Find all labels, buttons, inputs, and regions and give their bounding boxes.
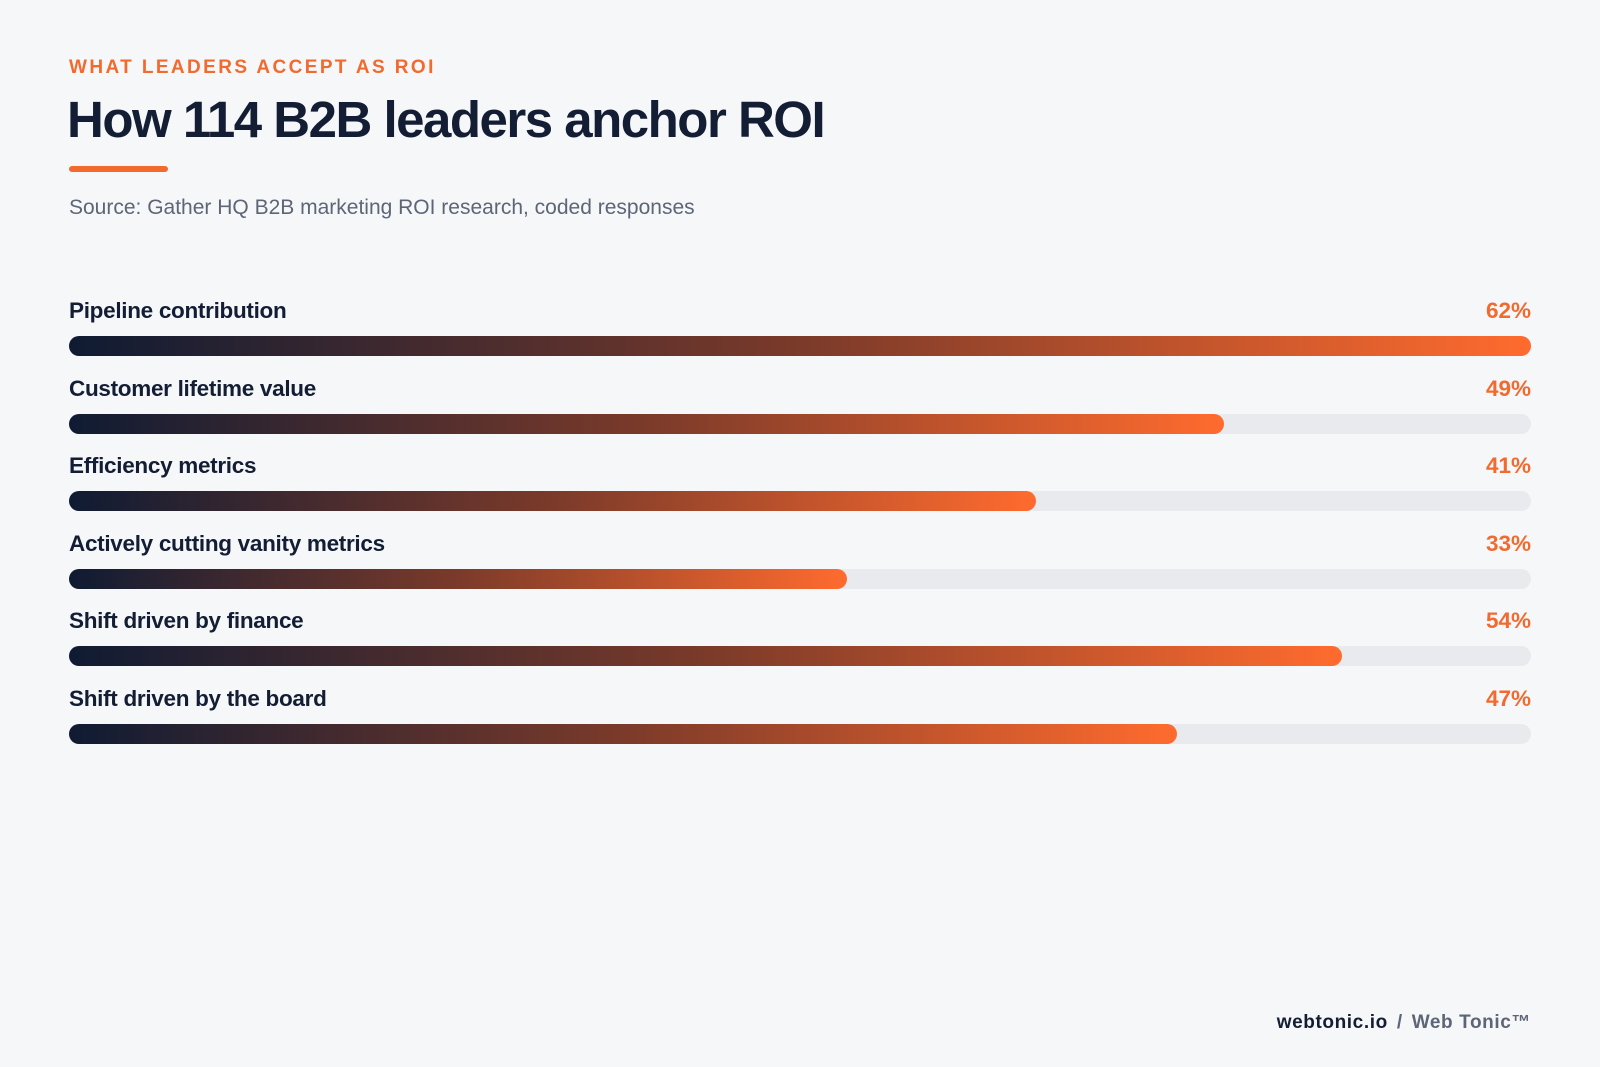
- bar-row: Actively cutting vanity metrics 33%: [69, 529, 1531, 607]
- title-underline: [69, 166, 168, 172]
- footer-domain: webtonic.io: [1276, 1012, 1388, 1033]
- bar-row: Customer lifetime value 49%: [69, 374, 1531, 452]
- eyebrow-label: WHAT LEADERS ACCEPT AS ROI: [69, 57, 436, 78]
- bar-fill: [69, 491, 1036, 512]
- bar-track: [69, 723, 1531, 744]
- bar-value-label: 41%: [1485, 453, 1531, 479]
- bar-track: [69, 491, 1531, 512]
- bar-chart: Pipeline contribution 62% Customer lifetim…: [69, 296, 1531, 762]
- bar-row: Shift driven by the board 47%: [69, 684, 1531, 762]
- bar-label: Efficiency metrics: [69, 453, 257, 479]
- footer-credit: webtonic.io / Web Tonic™: [1277, 1012, 1531, 1034]
- bar-row: Pipeline contribution 62%: [69, 296, 1531, 374]
- bar-value-label: 54%: [1485, 608, 1531, 634]
- bar-label: Shift driven by finance: [69, 608, 304, 634]
- source-note: Source: Gather HQ B2B marketing ROI rese…: [69, 196, 695, 219]
- bar-track: [69, 413, 1531, 434]
- bar-fill: [69, 646, 1343, 667]
- page-title: How 114 B2B leaders anchor ROI: [67, 91, 826, 148]
- bar-label: Shift driven by the board: [69, 685, 327, 711]
- bar-fill: [69, 568, 848, 589]
- footer-brand: Web Tonic™: [1411, 1012, 1531, 1033]
- bar-fill: [69, 723, 1178, 744]
- bar-label: Customer lifetime value: [69, 375, 316, 401]
- bar-value-label: 62%: [1485, 298, 1531, 323]
- bar-fill: [69, 413, 1225, 434]
- bar-track: [69, 336, 1531, 356]
- bar-track: [69, 568, 1531, 589]
- bar-label: Actively cutting vanity metrics: [69, 530, 385, 556]
- bar-row: Shift driven by finance 54%: [69, 606, 1531, 684]
- bar-label: Pipeline contribution: [69, 298, 287, 323]
- bar-track: [69, 646, 1531, 667]
- bar-row: Efficiency metrics 41%: [69, 451, 1531, 529]
- bar-value-label: 49%: [1485, 375, 1531, 401]
- bar-value-label: 47%: [1485, 685, 1531, 711]
- bar-value-label: 33%: [1485, 530, 1531, 556]
- footer-separator: /: [1396, 1012, 1403, 1033]
- bar-fill: [69, 336, 1531, 356]
